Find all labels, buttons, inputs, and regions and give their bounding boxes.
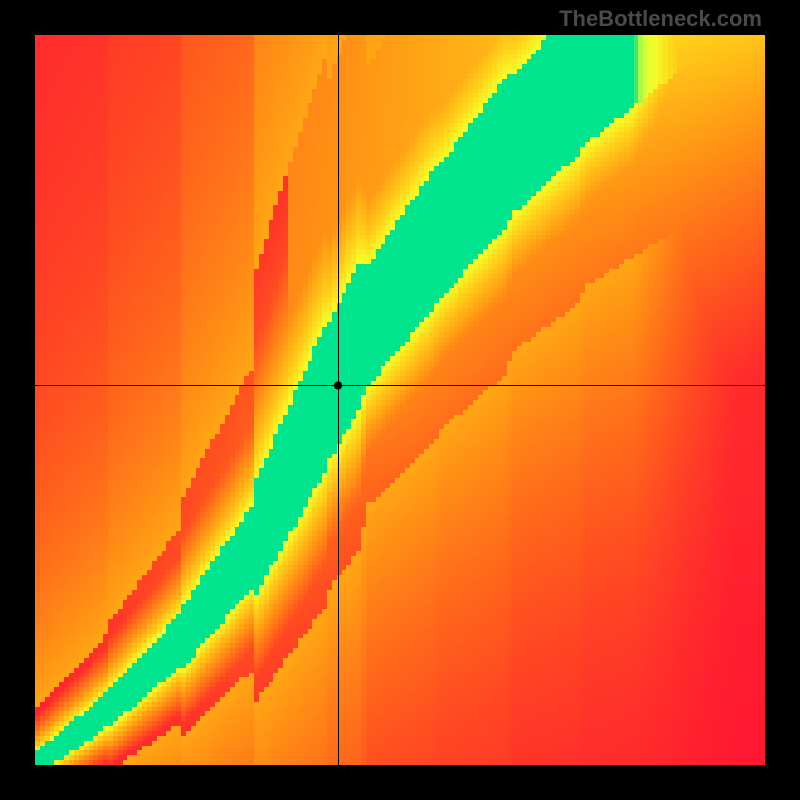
- chart-container: TheBottleneck.com: [0, 0, 800, 800]
- bottleneck-heatmap-canvas: [0, 0, 800, 800]
- watermark-text: TheBottleneck.com: [559, 6, 762, 32]
